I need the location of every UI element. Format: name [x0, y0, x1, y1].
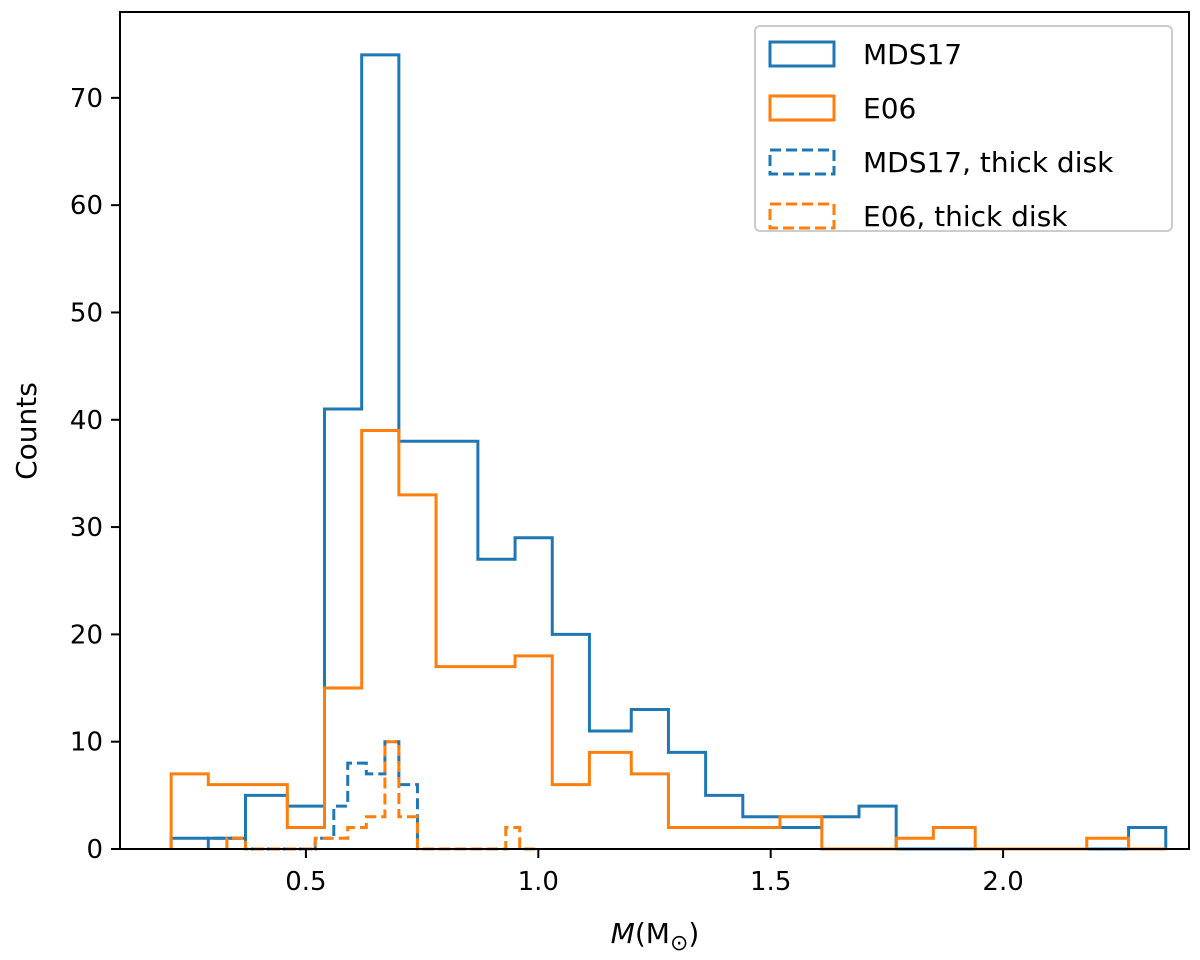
- y-tick-label: 10: [70, 728, 103, 758]
- x-tick-label: 1.0: [518, 867, 559, 897]
- y-tick-label: 60: [70, 191, 103, 221]
- plot-frame: [119, 11, 1190, 850]
- legend-swatch-mds17: [768, 40, 836, 68]
- y-tick-label: 30: [70, 513, 103, 543]
- series-e06: [169, 429, 1166, 851]
- legend-swatch-e06-thick-disk: [768, 202, 836, 230]
- legend-label-e06: E06: [863, 92, 916, 125]
- y-tick-label: 0: [86, 835, 103, 865]
- x-axis-label: M(M⊙): [611, 917, 700, 956]
- legend-label-mds17: MDS17: [863, 38, 962, 71]
- legend-swatch-mds17-thick-disk: [768, 148, 836, 176]
- x-tick-label: 1.5: [750, 867, 791, 897]
- x-tick-label: 2.0: [982, 867, 1023, 897]
- x-axis-ticks: 0.5 1.0 1.5 2.0: [285, 849, 1024, 897]
- y-tick-label: 50: [70, 298, 103, 328]
- y-tick-label: 20: [70, 620, 103, 650]
- y-tick-label: 40: [70, 406, 103, 436]
- y-axis-label: Counts: [10, 382, 43, 480]
- legend-swatch-e06: [768, 94, 836, 122]
- legend-box: [754, 25, 1173, 232]
- legend-label-e06-thick-disk: E06, thick disk: [863, 200, 1068, 233]
- y-axis-ticks: 0 10 20 30 40 50 60 70: [70, 84, 120, 865]
- y-tick-label: 70: [70, 84, 103, 114]
- legend: MDS17 E06 MDS17, thick disk E06, thick disk: [754, 25, 1173, 233]
- legend-label-mds17-thick-disk: MDS17, thick disk: [863, 146, 1114, 179]
- x-tick-label: 0.5: [285, 867, 326, 897]
